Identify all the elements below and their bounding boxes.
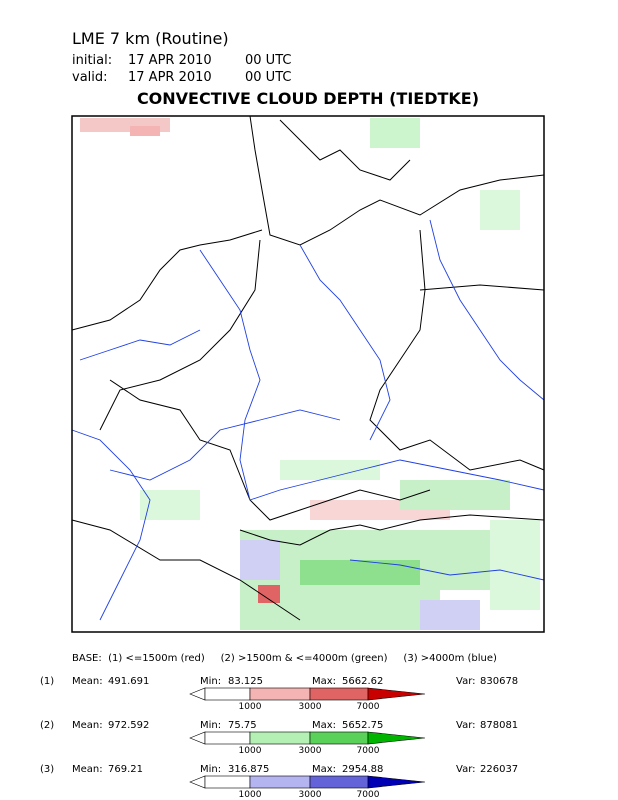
coastline bbox=[249, 115, 545, 246]
colorbar-tick: 3000 bbox=[299, 790, 322, 800]
river bbox=[429, 219, 545, 401]
colorbar-box bbox=[249, 731, 311, 745]
colorbar-tick: 1000 bbox=[239, 702, 262, 712]
min-value: 83.125 bbox=[228, 676, 263, 687]
colorbar-tick: 3000 bbox=[299, 746, 322, 756]
mean-label: Mean: bbox=[72, 720, 103, 731]
coastline bbox=[71, 229, 263, 331]
river bbox=[199, 249, 261, 501]
border bbox=[109, 379, 431, 521]
colorbar-left bbox=[189, 775, 206, 789]
patch bbox=[420, 600, 480, 630]
legend-rows: (1) Mean: 491.691 Min: 83.125 Max: 5662.62 Var:… bbox=[40, 676, 518, 800]
colorbar-tick: 3000 bbox=[299, 702, 322, 712]
min-label: Min: bbox=[200, 676, 221, 687]
border bbox=[239, 514, 545, 546]
patch bbox=[490, 520, 540, 610]
var-label: Var: bbox=[456, 764, 476, 775]
initial-date: 17 APR 2010 bbox=[128, 53, 212, 68]
colorbar-box bbox=[309, 775, 369, 789]
colorbar-tick: 7000 bbox=[357, 702, 380, 712]
legend-base: BASE: (1) <=1500m (red) (2) >1500m & <=4… bbox=[72, 653, 497, 664]
map-border bbox=[71, 115, 545, 633]
patch bbox=[280, 460, 380, 480]
river bbox=[249, 459, 545, 501]
initial-label: initial: bbox=[72, 53, 112, 68]
river bbox=[349, 559, 545, 581]
row-id: (2) bbox=[40, 720, 54, 731]
min-label: Min: bbox=[200, 720, 221, 731]
colorbar-box bbox=[204, 731, 251, 745]
colorbar-right bbox=[367, 731, 426, 745]
colorbar-box bbox=[249, 687, 311, 701]
colorbar-tick: 1000 bbox=[239, 790, 262, 800]
colorbar-box bbox=[249, 775, 311, 789]
patch bbox=[258, 585, 280, 603]
mean-label: Mean: bbox=[72, 676, 103, 687]
border bbox=[71, 519, 301, 621]
colorbar-left bbox=[189, 731, 206, 745]
map bbox=[71, 115, 545, 633]
coastlines-borders bbox=[71, 115, 545, 621]
colorbar-right bbox=[367, 687, 426, 701]
river bbox=[299, 244, 391, 441]
max-value: 5652.75 bbox=[342, 720, 383, 731]
var-label: Var: bbox=[456, 720, 476, 731]
colorbar-left bbox=[189, 687, 206, 701]
var-value: 830678 bbox=[480, 676, 518, 687]
patch bbox=[130, 126, 160, 136]
colorbar-box bbox=[204, 775, 251, 789]
min-label: Min: bbox=[200, 764, 221, 775]
max-value: 5662.62 bbox=[342, 676, 383, 687]
patch bbox=[480, 190, 520, 230]
var-label: Var: bbox=[456, 676, 476, 687]
patch bbox=[400, 480, 510, 510]
patch bbox=[370, 118, 420, 148]
row-id: (3) bbox=[40, 764, 54, 775]
model-name: LME 7 km (Routine) bbox=[72, 29, 229, 48]
mean-value: 769.21 bbox=[108, 764, 143, 775]
initial-time: 00 UTC bbox=[245, 53, 291, 68]
colorbar-right bbox=[367, 775, 426, 789]
colorbar-tick: 1000 bbox=[239, 746, 262, 756]
colorbar-box bbox=[204, 687, 251, 701]
border bbox=[99, 239, 261, 431]
max-label: Max: bbox=[312, 676, 336, 687]
patch bbox=[140, 490, 200, 520]
colorbar-tick: 7000 bbox=[357, 790, 380, 800]
valid-label: valid: bbox=[72, 70, 108, 85]
mean-value: 972.592 bbox=[108, 720, 149, 731]
river bbox=[109, 409, 341, 481]
max-label: Max: bbox=[312, 764, 336, 775]
precip-patches bbox=[80, 118, 540, 630]
river bbox=[71, 429, 151, 621]
border bbox=[369, 229, 545, 471]
mean-label: Mean: bbox=[72, 764, 103, 775]
max-value: 2954.88 bbox=[342, 764, 383, 775]
map-title: CONVECTIVE CLOUD DEPTH (TIEDTKE) bbox=[137, 89, 479, 108]
mean-value: 491.691 bbox=[108, 676, 149, 687]
min-value: 75.75 bbox=[228, 720, 257, 731]
patch bbox=[240, 540, 280, 580]
var-value: 878081 bbox=[480, 720, 518, 731]
rivers bbox=[71, 219, 545, 621]
row-id: (1) bbox=[40, 676, 54, 687]
colorbar-box bbox=[309, 731, 369, 745]
colorbar-tick: 7000 bbox=[357, 746, 380, 756]
max-label: Max: bbox=[312, 720, 336, 731]
valid-time: 00 UTC bbox=[245, 70, 291, 85]
valid-date: 17 APR 2010 bbox=[128, 70, 212, 85]
river bbox=[79, 329, 201, 361]
min-value: 316.875 bbox=[228, 764, 269, 775]
border bbox=[419, 284, 545, 291]
var-value: 226037 bbox=[480, 764, 518, 775]
coastline bbox=[279, 119, 411, 181]
colorbar-box bbox=[309, 687, 369, 701]
